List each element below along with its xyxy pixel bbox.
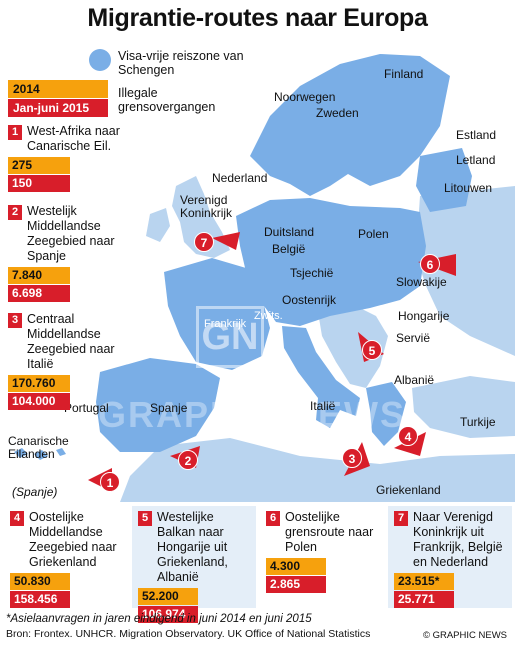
credit-line: © GRAPHIC NEWS: [422, 630, 507, 641]
country-zweden: Zweden: [316, 106, 359, 120]
country-canarische-eilanden: Canarische Eilanden: [8, 434, 69, 461]
scandinavia-shape: [250, 54, 450, 196]
route-panel-6: 6 Oostelijke grensroute naar Polen 4.300 …: [260, 506, 384, 608]
country-albanie: Albanië: [394, 373, 435, 387]
route-label: Westelijk Middellandse Zeegebied naar Sp…: [27, 204, 115, 263]
country-nederland: Nederland: [212, 171, 268, 185]
country-slowakije: Slowakije: [396, 275, 447, 289]
baltics-shape: [416, 148, 472, 212]
legend-year: 2014: [8, 80, 108, 98]
europe-map: GN GRAPHIC NEWS Finland Noorwegen Zweden…: [0, 36, 515, 502]
route-value-2015: 150: [8, 175, 70, 192]
footnote: *Asielaanvragen in jaren eindigend in ju…: [6, 613, 312, 625]
route-value-2014: 50.830: [10, 573, 70, 590]
route-label: West-Afrika naar Canarische Eil.: [27, 124, 120, 153]
route-value-2015: 106.974: [138, 606, 198, 623]
route-marker-3: 3: [342, 448, 362, 468]
italy-shape: [282, 326, 360, 428]
schengen-legend-swatch: [89, 49, 111, 71]
country-oostenrijk: Oostenrijk: [282, 293, 337, 307]
central-europe-shape: [236, 198, 426, 326]
country-spanje: Spanje: [150, 401, 188, 415]
country-estland: Estland: [456, 128, 497, 142]
route-value-2014: 52.200: [138, 588, 198, 605]
route-marker-4: 4: [398, 426, 418, 446]
route-value-2015: 6.698: [8, 285, 70, 302]
country-griekenland: Griekenland: [376, 483, 441, 497]
route-value-2015: 25.771: [394, 591, 454, 608]
route-value-2015: 104.000: [8, 393, 70, 410]
country-portugal: Portugal: [64, 401, 109, 415]
eastern-shape: [416, 186, 515, 356]
watermark-logo: GN: [196, 306, 264, 368]
source-line: Bron: Frontex. UNHCR. Migration Observat…: [6, 628, 371, 640]
crossings-legend-label: Illegale grensovergangen: [118, 86, 216, 114]
route-marker-2: 2: [178, 450, 198, 470]
route-num: 6: [266, 511, 280, 526]
canary-islands-shape: [14, 448, 66, 460]
route-panel-1: 1 West-Afrika naar Canarische Eil. 275 15…: [8, 124, 138, 192]
route-value-2014: 7.840: [8, 267, 70, 284]
country-belgie: België: [272, 242, 306, 256]
route-value-2014: 170.760: [8, 375, 70, 392]
route-num: 1: [8, 125, 22, 140]
route-label: Oostelijke grensroute naar Polen: [285, 510, 374, 554]
route-panel-2: 2 Westelijk Middellandse Zeegebied naar S…: [8, 204, 138, 302]
africa-shape: [120, 438, 515, 502]
route-value-2014: 23.515*: [394, 573, 454, 590]
country-polen: Polen: [358, 227, 389, 241]
country-verenigd-koninkrijk: Verenigd Koninkrijk: [180, 193, 233, 220]
route-marker-1: 1: [100, 472, 120, 492]
page-title: Migrantie-routes naar Europa: [87, 4, 428, 32]
ireland-shape: [146, 208, 170, 242]
country-noorwegen: Noorwegen: [274, 90, 336, 104]
country-zwitserland: Zwits.: [254, 310, 283, 322]
route-panel-3: 3 Centraal Middellandse Zeegebied naar It…: [8, 312, 138, 410]
route-marker-7: 7: [194, 232, 214, 252]
legend-period: Jan-juni 2015: [8, 99, 108, 117]
spanje-note: (Spanje): [12, 485, 58, 499]
country-servie: Servië: [396, 331, 431, 345]
route-label: Naar Verenigd Koninkrijk uit Frankrijk, …: [413, 510, 503, 569]
country-duitsland: Duitsland: [264, 225, 315, 239]
route-marker-5: 5: [362, 340, 382, 360]
route-marker-6: 6: [420, 254, 440, 274]
route-num: 7: [394, 511, 408, 526]
schengen-legend-label: Visa-vrije reiszone van Schengen: [118, 49, 244, 77]
country-hongarije: Hongarije: [398, 309, 450, 323]
country-litouwen: Litouwen: [444, 181, 493, 195]
route-value-2015: 158.456: [10, 591, 70, 608]
route-num: 5: [138, 511, 152, 526]
route-num: 3: [8, 313, 22, 328]
route-label: Westelijke Balkan naar Hongarije uit Gri…: [157, 510, 228, 584]
route-value-2014: 4.300: [266, 558, 326, 575]
france-shape: [164, 258, 270, 370]
route-label: Centraal Middellandse Zeegebied naar Ita…: [27, 312, 115, 371]
route-label: Oostelijke Middellandse Zeegebied naar G…: [29, 510, 117, 569]
greece-shape: [366, 382, 406, 446]
country-turkije: Turkije: [460, 415, 496, 429]
balkans-shape: [318, 306, 388, 388]
route-panel-5: 5 Westelijke Balkan naar Hongarije uit Gr…: [132, 506, 256, 623]
route-panel-7: 7 Naar Verenigd Koninkrijk uit Frankrijk,…: [388, 506, 512, 608]
country-frankrijk: Frankrijk: [204, 318, 247, 330]
iberia-shape: [96, 358, 220, 452]
country-finland: Finland: [384, 67, 424, 81]
route-num: 4: [10, 511, 24, 526]
country-italie: Italië: [310, 399, 336, 413]
turkey-shape: [412, 376, 515, 438]
country-tsjechie: Tsjechië: [290, 266, 334, 280]
map-shapes: [14, 54, 515, 502]
route-7-arrow: [212, 232, 240, 250]
route-value-2015: 2.865: [266, 576, 326, 593]
route-panel-4: 4 Oostelijke Middellandse Zeegebied naar …: [4, 506, 128, 608]
route-value-2014: 275: [8, 157, 70, 174]
route-num: 2: [8, 205, 22, 220]
country-letland: Letland: [456, 153, 496, 167]
